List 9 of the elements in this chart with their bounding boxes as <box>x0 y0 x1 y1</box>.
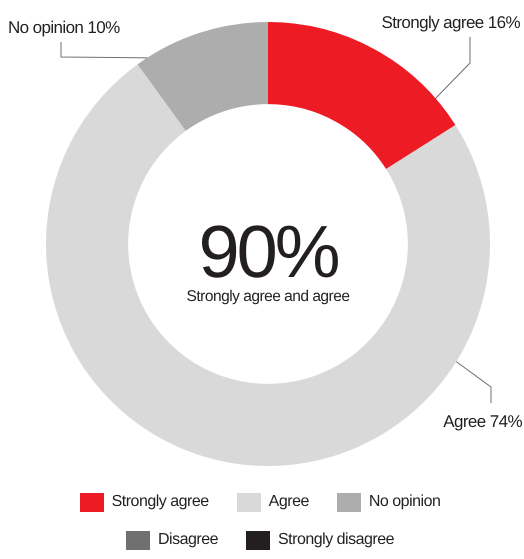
legend-label: Agree <box>268 492 309 512</box>
category-label: Strongly agree 16% <box>381 13 520 32</box>
text: Strongly agree and agree <box>186 288 350 305</box>
legend-label: Strongly disagree <box>278 530 394 550</box>
legend-label: Disagree <box>158 530 218 550</box>
legend-label: No opinion <box>368 492 440 512</box>
category-label: Agree 74% <box>443 412 522 431</box>
legend-label: Strongly agree <box>112 492 209 512</box>
category-label: No opinion 10% <box>8 18 120 37</box>
